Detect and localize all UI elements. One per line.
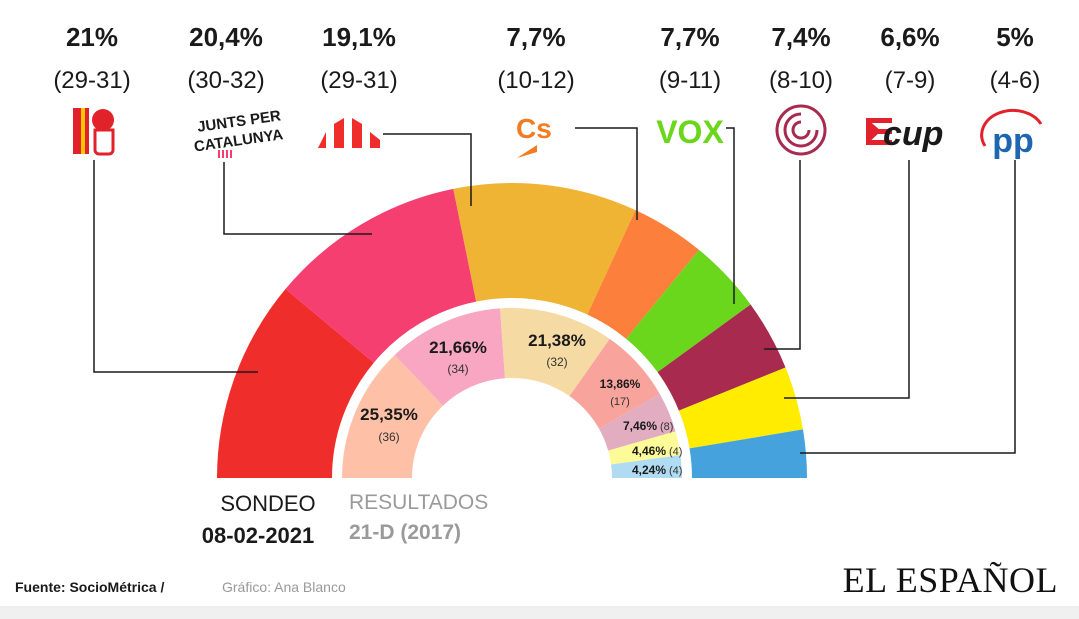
results-label: RESULTADOS [349, 491, 488, 514]
seat-segment [342, 354, 443, 478]
leader-line [93, 160, 258, 373]
party-seats: (7-9) [885, 67, 936, 94]
result-percent: 7,46% [623, 419, 657, 433]
vox-logo-text: VOX [656, 114, 724, 150]
seat-segment [500, 307, 610, 397]
result-seats: (17) [610, 396, 630, 408]
result-seats: (36) [378, 430, 399, 444]
cup-logo-text: cup [883, 115, 943, 153]
result-percent: 4,24% [632, 463, 666, 477]
party-seats: (9-11) [659, 67, 721, 94]
result-seats: (8) [660, 421, 673, 433]
psc-rose-fist-icon [73, 108, 115, 156]
result-percent: 21,38% [528, 331, 586, 350]
party-seats: (4-6) [990, 67, 1041, 94]
seat-segment [587, 210, 700, 339]
cs-icon: Cs [516, 113, 552, 158]
seat-segment [394, 308, 505, 406]
party-percent: 7,7% [506, 22, 565, 52]
credit-text: Gráfico: Ana Blanco [222, 579, 346, 595]
seat-segment [657, 304, 786, 411]
result-percent: 4,46% [632, 444, 666, 458]
party-seats: (10-12) [497, 67, 574, 94]
result-percent: 21,66% [429, 338, 487, 357]
inner-labels: 25,35% (36) 21,66% (34) 21,38% (32) 13,8… [360, 331, 682, 477]
party-percent: 21% [66, 22, 118, 52]
comuns-circle-icon [775, 104, 827, 156]
bottom-strip [0, 606, 1079, 619]
party-percent: 6,6% [880, 22, 939, 52]
seat-segment [626, 249, 751, 373]
poll-label: SONDEO [220, 491, 315, 516]
seat-segment [598, 394, 676, 451]
outer-hemicycle [217, 182, 807, 478]
party-seats: (30-32) [187, 67, 264, 94]
party-percent: 7,7% [660, 22, 719, 52]
brand-logo: EL ESPAÑOL [843, 560, 1058, 600]
source-text: Fuente: SocioMétrica / [15, 579, 164, 595]
inner-hemicycle [342, 307, 682, 478]
party-percent: 7,4% [771, 22, 830, 52]
party-seats: (29-31) [320, 67, 397, 94]
seat-segment [453, 182, 636, 315]
leader-line [800, 160, 1016, 454]
result-percent: 25,35% [360, 405, 418, 424]
leader-line [784, 160, 910, 399]
seat-segment [569, 338, 660, 429]
result-percent: 13,86% [600, 377, 641, 391]
party-seats: (8-10) [769, 67, 833, 94]
erc-bars-icon [318, 118, 380, 148]
seat-segment [689, 429, 807, 478]
poll-date: 08-02-2021 [202, 523, 315, 548]
leader-line [575, 127, 638, 220]
party-seats: (29-31) [53, 67, 130, 94]
pp-icon: pp [980, 108, 1043, 160]
pp-logo-text: pp [992, 122, 1034, 160]
leader-line [764, 160, 801, 350]
party-headers: 21% 20,4% 19,1% 7,7% 7,7% 7,4% 6,6% 5% (… [53, 22, 1040, 94]
party-logos: JUNTS PER CATALUNYA Cs VOX [73, 104, 1043, 160]
seat-segment [608, 431, 681, 465]
cup-icon: cup [866, 115, 943, 153]
cs-logo-text: Cs [516, 113, 552, 144]
party-percent: 20,4% [189, 22, 263, 52]
results-date: 21-D (2017) [349, 521, 461, 544]
result-seats: (4) [669, 465, 682, 477]
leader-line [726, 127, 735, 304]
seat-segment [217, 289, 374, 478]
seat-segment [611, 455, 682, 478]
seat-segment [678, 367, 803, 449]
result-seats: (34) [447, 362, 468, 376]
junts-per-catalunya-icon: JUNTS PER CATALUNYA [193, 107, 284, 158]
party-percent: 19,1% [322, 22, 396, 52]
leader-lines [93, 127, 1016, 454]
vox-icon: VOX [656, 114, 724, 150]
party-percent: 5% [996, 22, 1034, 52]
result-seats: (4) [669, 446, 682, 458]
seat-segment [285, 188, 477, 363]
leader-line [223, 162, 372, 235]
leader-line [383, 133, 472, 206]
result-seats: (32) [546, 355, 567, 369]
